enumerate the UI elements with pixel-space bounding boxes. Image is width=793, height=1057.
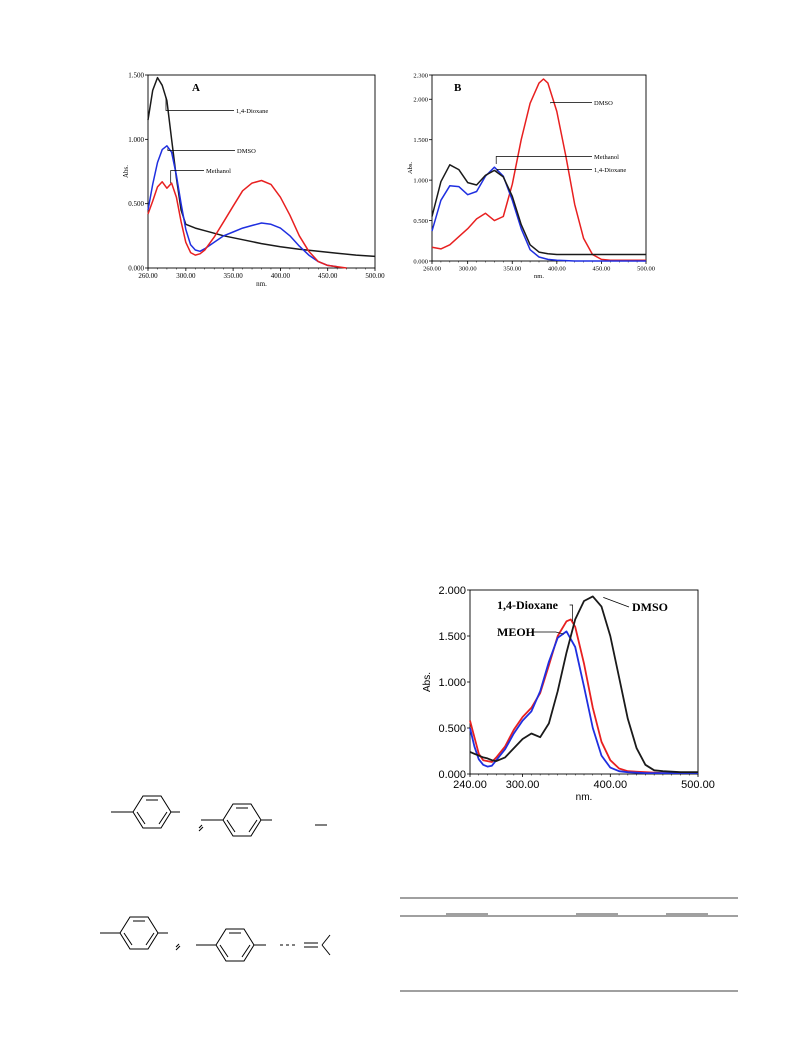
x-tick-label: 260.00 <box>423 266 441 273</box>
series-callout-label: 1,4-Dioxane <box>497 598 559 612</box>
y-tick-label: 1.000 <box>413 177 428 184</box>
y-tick-label: 0.500 <box>413 218 428 225</box>
series-line-1-4-dioxane <box>469 618 698 775</box>
chart-b-plot-area: 260.00 300.00 350.00 400.00 450.00 500.00 0.00… <box>407 72 655 280</box>
x-axis-label: nm. <box>576 792 593 803</box>
x-tick-label: 400.00 <box>548 266 566 273</box>
y-tick-label: 1.500 <box>128 71 144 79</box>
x-tick-label: 500.00 <box>365 272 385 280</box>
equilibrium-mark-1 <box>198 824 204 832</box>
y-tick-label: 0.000 <box>128 264 144 272</box>
callout-leader <box>167 148 235 151</box>
x-tick-label: 450.00 <box>318 272 338 280</box>
panel-label: B <box>454 82 462 94</box>
callout-leader <box>165 96 234 111</box>
series-line-meoh <box>469 630 698 775</box>
series-line-1-4-dioxane <box>431 164 646 256</box>
callout-leader <box>531 631 564 635</box>
y-tick-label: 0.000 <box>438 769 466 781</box>
x-tick-label: 500.00 <box>637 266 655 273</box>
chart-a-plot-area: 260.00 300.00 350.00 400.00 450.00 500.00 0.00… <box>122 71 385 288</box>
x-axis-label: nm. <box>256 280 267 288</box>
benzene-ring-3-inner <box>123 920 155 946</box>
x-tick-label: 500.00 <box>681 779 715 791</box>
series-line-1-4-dioxane <box>147 76 376 258</box>
callout-leader <box>496 169 592 172</box>
y-tick-label: 1.500 <box>438 631 466 643</box>
callout-leader <box>603 597 630 608</box>
benzene-ring-3 <box>119 916 159 950</box>
series-callout-label: DMSO <box>632 600 668 614</box>
y-tick-label: 0.500 <box>128 200 144 208</box>
structure-diagram-2 <box>100 916 331 962</box>
y-tick-label: 1.500 <box>413 137 428 144</box>
y-tick-label: 2.000 <box>438 585 466 597</box>
benzene-ring-4 <box>215 928 255 962</box>
series-callout-label: Methanol <box>206 168 231 175</box>
y-tick-label: 0.500 <box>438 723 466 735</box>
series-callout-label: 1,4-Dioxane <box>236 108 268 115</box>
x-tick-label: 400.00 <box>271 272 291 280</box>
uv-vis-chart-a: 260.00 300.00 350.00 400.00 450.00 500.00 0.00… <box>122 71 385 288</box>
x-tick-label: 400.00 <box>593 779 627 791</box>
callout-leader <box>550 102 592 104</box>
uv-vis-chart-c: 240.00 300.00 400.00 500.00 0.000 0.500 1.000 1… <box>422 585 715 803</box>
series-line-methanol <box>431 166 646 262</box>
plot-frame <box>147 74 376 269</box>
table-rules <box>400 897 738 992</box>
benzene-ring-1-inner <box>136 799 168 825</box>
y-tick-label: 2.300 <box>413 72 428 79</box>
x-tick-label: 240.00 <box>453 779 487 791</box>
series-callout-label: 1,4-Dioxane <box>594 167 626 174</box>
structure-diagram-1 <box>111 795 327 837</box>
y-tick-label: 2.000 <box>413 97 428 104</box>
y-axis-label: Abs. <box>422 672 433 692</box>
callout-leader <box>170 170 204 184</box>
x-tick-label: 300.00 <box>176 272 196 280</box>
callout-leader <box>495 156 592 164</box>
x-axis-label: nm. <box>534 273 544 280</box>
benzene-ring-2-inner <box>226 807 258 833</box>
y-tick-label: 1.000 <box>438 677 466 689</box>
y-tick-label: 1.000 <box>128 136 144 144</box>
x-tick-label: 300.00 <box>506 779 540 791</box>
series-line-dmso <box>469 595 698 774</box>
uv-vis-chart-b: 260.00 300.00 350.00 400.00 450.00 500.00 0.00… <box>407 72 655 280</box>
y-axis-label: Abs. <box>407 162 414 174</box>
panel-label: A <box>192 82 200 94</box>
benzene-ring-1 <box>132 795 172 829</box>
x-tick-label: 350.00 <box>224 272 244 280</box>
benzene-ring-4-inner <box>219 932 251 958</box>
series-line-methanol <box>147 179 347 269</box>
series-line-dmso <box>147 145 338 268</box>
benzene-ring-2 <box>222 803 262 837</box>
series-callout-label: Methanol <box>594 154 619 161</box>
equilibrium-mark-2 <box>175 943 181 951</box>
x-tick-label: 300.00 <box>459 266 477 273</box>
y-tick-label: 0.000 <box>413 258 428 265</box>
series-callout-label: MEOH <box>497 625 536 639</box>
y-axis-label: Abs. <box>122 165 130 178</box>
series-callout-label: DMSO <box>594 100 613 107</box>
callout-leader <box>569 604 573 622</box>
branch-down <box>321 944 331 956</box>
x-tick-label: 260.00 <box>138 272 158 280</box>
branch-up <box>321 934 331 946</box>
chart-c-plot-area: 240.00 300.00 400.00 500.00 0.000 0.500 1.000 1… <box>422 585 715 803</box>
series-line-dmso <box>431 78 646 261</box>
x-tick-label: 450.00 <box>592 266 610 273</box>
x-tick-label: 350.00 <box>503 266 521 273</box>
series-callout-label: DMSO <box>237 148 256 155</box>
